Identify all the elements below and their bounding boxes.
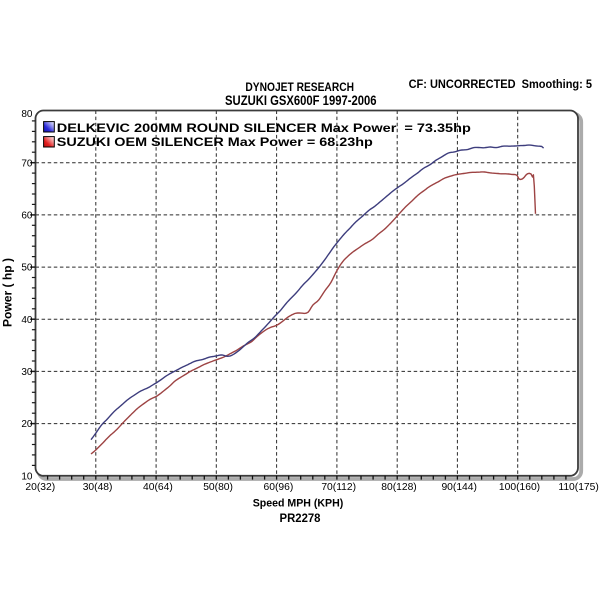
svg-text:80: 80: [21, 109, 33, 120]
svg-text:90(144): 90(144): [441, 482, 477, 493]
svg-text:30(48): 30(48): [83, 482, 113, 493]
svg-text:10: 10: [21, 471, 33, 482]
svg-text:SUZUKI GSX600F 1997-2006: SUZUKI GSX600F 1997-2006: [225, 92, 377, 108]
svg-text:CF: UNCORRECTED Smoothing: 5: CF: UNCORRECTED Smoothing: 5: [409, 77, 593, 91]
svg-text:Power ( hp ): Power ( hp ): [1, 258, 15, 327]
svg-text:DYNOJET RESEARCH: DYNOJET RESEARCH: [245, 80, 354, 94]
svg-text:40(64): 40(64): [143, 482, 173, 493]
svg-text:70(112): 70(112): [321, 482, 356, 493]
svg-text:50: 50: [21, 263, 33, 274]
svg-text:110(175): 110(175): [558, 482, 598, 493]
svg-text:40: 40: [21, 315, 33, 326]
svg-text:PR2278: PR2278: [280, 511, 321, 525]
svg-text:60: 60: [21, 211, 33, 222]
svg-text:100(160): 100(160): [499, 482, 540, 493]
svg-text:30: 30: [21, 367, 33, 378]
svg-text:50(80): 50(80): [203, 482, 233, 493]
svg-text:DELKEVIC 200MM ROUND SILENCER: DELKEVIC 200MM ROUND SILENCER Max Power …: [57, 121, 471, 135]
svg-text:Speed MPH (KPH): Speed MPH (KPH): [253, 498, 344, 510]
svg-text:80(128): 80(128): [381, 482, 417, 493]
svg-text:SUZUKI OEM SILENCER Max Power: SUZUKI OEM SILENCER Max Power = 68.23hp: [57, 135, 373, 149]
svg-text:60(96): 60(96): [264, 482, 294, 493]
svg-text:70: 70: [21, 158, 33, 169]
svg-text:20: 20: [21, 419, 33, 430]
svg-text:20(32): 20(32): [25, 482, 55, 493]
